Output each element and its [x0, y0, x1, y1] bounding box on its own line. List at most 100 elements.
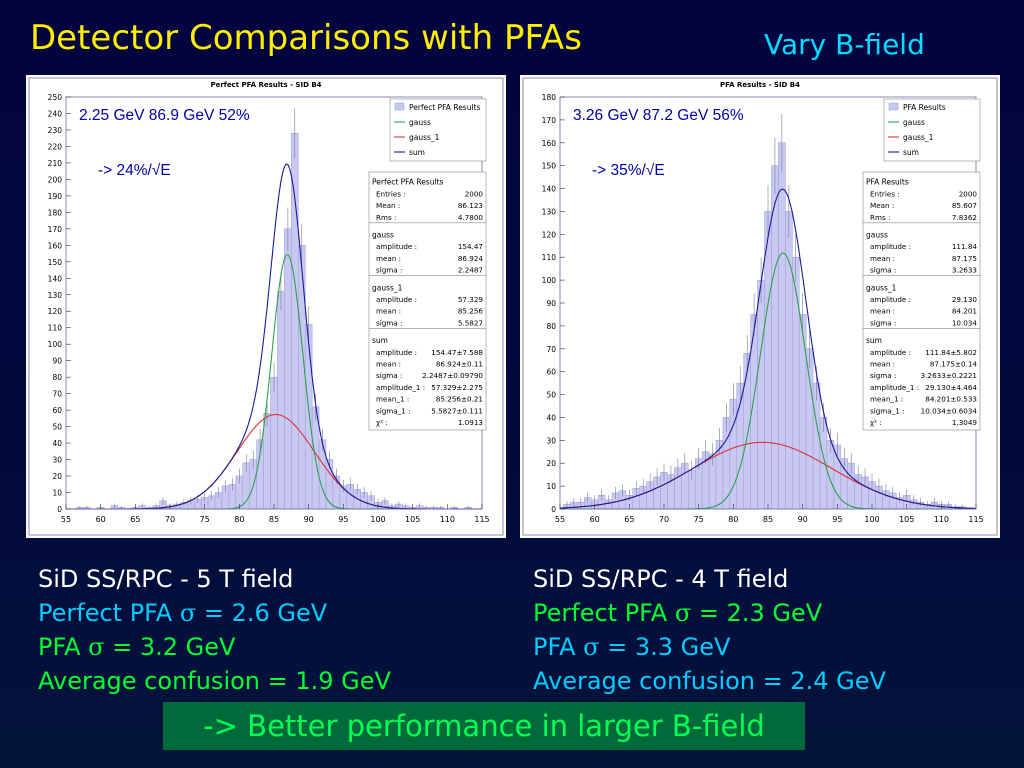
stats-key: amplitude :	[870, 242, 911, 251]
stats-key: Rms :	[870, 213, 890, 222]
chart-right: PFA Results - SID B4 55 60 65 70 75 80 85 90 95 10…	[522, 77, 998, 536]
stats-value: 4.7800	[458, 213, 484, 222]
y-tick-label: 180	[542, 93, 557, 102]
chart-panel-right: PFA Results - SID B4 55 60 65 70 75 80 85 90 95 10…	[520, 75, 1000, 538]
caption-left-confusion: Average confusion = 1.9 GeV	[38, 667, 391, 695]
legend-label: gauss	[903, 118, 925, 127]
stats-header: gauss_1	[372, 283, 403, 292]
x-tick-label: 55	[61, 515, 71, 524]
x-tick-label: 70	[165, 515, 175, 524]
y-tick-label: 250	[48, 93, 63, 102]
hist-bar	[270, 376, 278, 510]
x-tick-label: 75	[694, 515, 704, 524]
y-tick-label: 120	[48, 307, 63, 316]
stats-key: sigma :	[376, 318, 402, 327]
stats-key: Entries :	[376, 189, 406, 198]
legend-swatch	[888, 102, 899, 111]
caption-right-confusion: Average confusion = 2.4 GeV	[533, 667, 886, 695]
stats-value: 3.2633	[952, 266, 977, 275]
stats-key: amplitude_1 :	[376, 383, 425, 392]
stats-value: 29.130	[952, 295, 978, 304]
y-tick-label: 130	[48, 291, 63, 300]
hist-bar	[792, 256, 800, 510]
legend-label: sum	[903, 148, 919, 157]
stats-key: Entries :	[870, 189, 900, 198]
x-tick-label: 110	[934, 515, 949, 524]
annotation-resolution: -> 35%/√E	[592, 162, 665, 179]
x-tick-label: 115	[474, 515, 489, 524]
y-tick-label: 60	[546, 368, 556, 377]
stats-key: amplitude :	[376, 295, 417, 304]
sigma-symbol: σ	[179, 599, 197, 627]
y-tick-label: 10	[52, 489, 62, 498]
y-tick-label: 70	[52, 390, 62, 399]
y-tick-label: 140	[542, 185, 557, 194]
caption-text: PFA	[38, 633, 89, 661]
stats-value: 87.175	[952, 254, 977, 263]
stats-value: 29.130±4.464	[925, 383, 977, 392]
stats-header: gauss_1	[866, 283, 897, 292]
x-tick-label: 95	[832, 515, 842, 524]
hist-bar	[743, 353, 751, 510]
x-tick-label: 85	[269, 515, 279, 524]
y-tick-label: 170	[48, 225, 63, 234]
slide-subtitle: Vary B-field	[764, 28, 925, 61]
x-tick-label: 110	[440, 515, 455, 524]
stats-key: Mean :	[870, 201, 894, 210]
x-tick-label: 90	[304, 515, 314, 524]
hist-bar	[798, 314, 807, 510]
hist-bar	[805, 348, 814, 510]
x-tick-label: 105	[405, 515, 420, 524]
x-tick-label: 100	[370, 515, 385, 524]
y-tick-label: 150	[542, 162, 557, 171]
stats-key: mean :	[870, 254, 895, 263]
y-tick-label: 160	[48, 241, 63, 250]
legend-label: gauss_1	[409, 133, 440, 142]
stats-key: sigma :	[870, 266, 896, 275]
stats-value: 57.329	[458, 295, 484, 304]
stats-key: mean_1 :	[870, 395, 903, 404]
y-tick-label: 0	[551, 505, 556, 514]
hist-bar	[757, 279, 765, 510]
stats-box	[862, 171, 981, 431]
chart-title: Perfect PFA Results - SID B4	[210, 81, 321, 89]
stats-key: mean :	[870, 360, 895, 369]
sigma-symbol: σ	[674, 599, 692, 627]
caption-right-pfa: PFA σ = 3.3 GeV	[533, 630, 886, 664]
stats-key: amplitude :	[376, 348, 417, 357]
stats-value: 10.034	[952, 318, 978, 327]
stats-value: 1.3049	[952, 418, 978, 427]
y-tick-label: 140	[48, 274, 63, 283]
y-tick-label: 90	[52, 357, 62, 366]
hist-bar	[291, 133, 299, 510]
stats-value: 111.84±5.802	[925, 348, 977, 357]
legend-label: Perfect PFA Results	[409, 103, 480, 112]
caption-left-perfect-pfa: Perfect PFA σ = 2.6 GeV	[38, 596, 391, 630]
y-tick-label: 120	[542, 230, 557, 239]
stats-value: 86.924±0.11	[436, 360, 483, 369]
stats-value: 10.034±0.6034	[921, 406, 978, 415]
stats-key: χ² :	[376, 418, 388, 427]
x-tick-label: 105	[899, 515, 914, 524]
y-tick-label: 30	[546, 436, 556, 445]
x-tick-label: 65	[624, 515, 634, 524]
hist-bar	[729, 398, 738, 510]
stats-key: mean :	[376, 254, 401, 263]
hist-bar	[298, 245, 306, 510]
annotation-fit-values: 2.25 GeV 86.9 GeV 52%	[79, 107, 250, 124]
legend-box	[883, 98, 981, 162]
y-tick-label: 110	[48, 324, 63, 333]
legend-label: PFA Results	[903, 103, 946, 112]
annotation-resolution: -> 24%/√E	[98, 162, 171, 179]
caption-text: PFA	[533, 633, 584, 661]
y-tick-label: 70	[546, 345, 556, 354]
caption-right-perfect-pfa: Perfect PFA σ = 2.3 GeV	[533, 596, 886, 630]
stats-key: sigma :	[870, 371, 896, 380]
stats-value: 5.5827	[458, 318, 483, 327]
hist-bar	[304, 324, 313, 510]
x-tick-label: 90	[798, 515, 808, 524]
sigma-symbol: σ	[583, 633, 600, 661]
stats-key: mean :	[376, 360, 401, 369]
chart-left: Perfect PFA Results - SID B4 55 60 65 70 75 80…	[28, 77, 504, 536]
y-tick-label: 80	[546, 322, 556, 331]
